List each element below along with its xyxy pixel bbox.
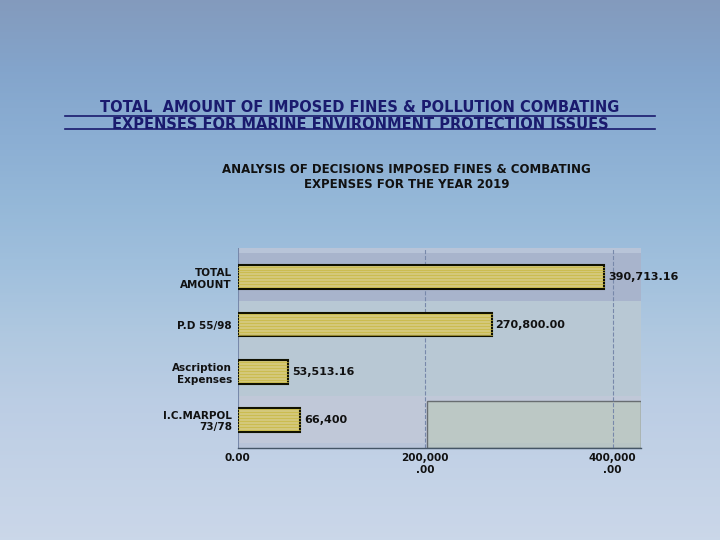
FancyBboxPatch shape xyxy=(427,401,641,448)
Text: 390,713.16: 390,713.16 xyxy=(608,272,678,282)
Text: 270,800.00: 270,800.00 xyxy=(495,320,565,329)
Bar xyxy=(238,313,492,336)
Bar xyxy=(238,360,288,384)
Bar xyxy=(238,396,641,443)
Bar xyxy=(238,301,641,348)
Bar xyxy=(238,265,604,289)
Text: 53,513.16: 53,513.16 xyxy=(292,367,354,377)
Bar xyxy=(238,348,641,396)
Text: ANALYSIS OF DECISIONS IMPOSED FINES & COMBATING
EXPENSES FOR THE YEAR 2019: ANALYSIS OF DECISIONS IMPOSED FINES & CO… xyxy=(222,163,591,191)
Text: TOTAL  AMOUNT OF IMPOSED FINES & POLLUTION COMBATING
EXPENSES FOR MARINE ENVIRON: TOTAL AMOUNT OF IMPOSED FINES & POLLUTIO… xyxy=(100,100,620,132)
Bar xyxy=(238,408,300,431)
Text: 66,400: 66,400 xyxy=(304,415,347,424)
Bar xyxy=(238,253,641,301)
